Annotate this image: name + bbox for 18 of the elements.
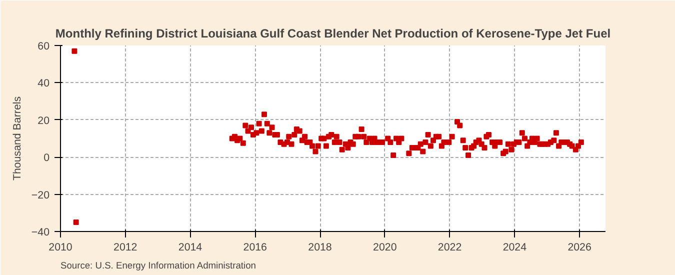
- y-tick-label: −20: [31, 189, 50, 202]
- y-axis-title: Thousand Barrels: [11, 96, 24, 181]
- x-tick-label: 2012: [114, 242, 138, 254]
- x-tick-label: 2020: [373, 242, 397, 254]
- y-tick-label: 40: [38, 78, 50, 90]
- x-tick-label: 2024: [502, 242, 527, 254]
- y-tick-label: 20: [38, 114, 50, 127]
- x-tick-label: 2026: [568, 242, 592, 254]
- source-note: Source: U.S. Energy Information Administration: [60, 260, 256, 270]
- y-tick-label: 60: [38, 40, 50, 52]
- y-tick-label: 0: [44, 152, 50, 164]
- chart-title: Monthly Refining District Louisiana Gulf Coast Blender Net Production of Kerosene-Type Jet Fuel: [55, 26, 611, 40]
- x-tick-label: 2014: [178, 242, 202, 254]
- x-tick-label: 2010: [48, 242, 72, 254]
- x-tick-label: 2022: [438, 242, 462, 254]
- y-tick-label: −40: [31, 226, 50, 238]
- x-tick-label: 2016: [243, 242, 268, 254]
- x-tick-label: 2018: [308, 242, 332, 254]
